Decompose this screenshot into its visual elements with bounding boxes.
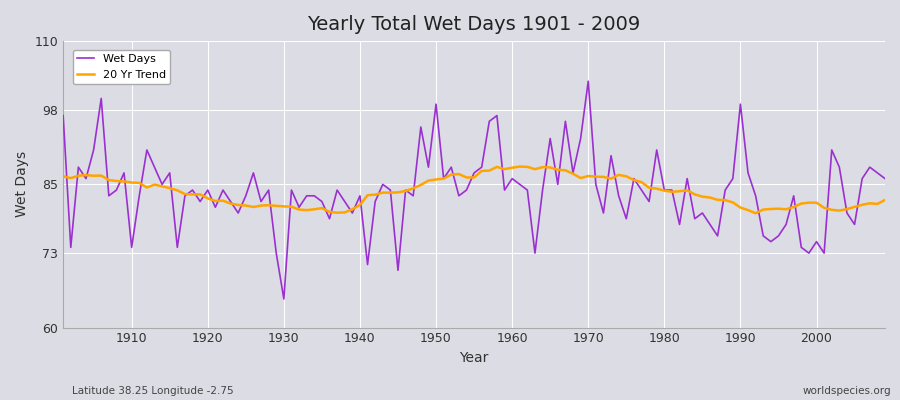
Wet Days [278,296,289,301]
Wet Days [58,113,68,118]
Wet Days [507,176,517,181]
Legend: Wet Days, 20 Yr Trend: Wet Days, 20 Yr Trend [73,50,170,84]
Wet Days [613,194,624,198]
20 Yr Trend [507,165,517,170]
Wet Days [293,205,304,210]
20 Yr Trend [500,167,510,172]
20 Yr Trend [751,211,761,216]
Wet Days [119,170,130,175]
Wet Days [583,79,594,84]
20 Yr Trend [119,179,130,184]
20 Yr Trend [58,174,68,179]
20 Yr Trend [879,198,890,202]
20 Yr Trend [606,176,616,181]
Line: 20 Yr Trend: 20 Yr Trend [63,166,885,213]
Wet Days [879,176,890,181]
Text: Latitude 38.25 Longitude -2.75: Latitude 38.25 Longitude -2.75 [72,386,234,396]
20 Yr Trend [286,204,297,209]
X-axis label: Year: Year [459,351,489,365]
Line: Wet Days: Wet Days [63,81,885,299]
Y-axis label: Wet Days: Wet Days [15,151,29,218]
20 Yr Trend [332,210,343,215]
Title: Yearly Total Wet Days 1901 - 2009: Yearly Total Wet Days 1901 - 2009 [308,15,641,34]
Wet Days [339,199,350,204]
Text: worldspecies.org: worldspecies.org [803,386,891,396]
20 Yr Trend [514,164,525,169]
Wet Days [514,182,525,187]
